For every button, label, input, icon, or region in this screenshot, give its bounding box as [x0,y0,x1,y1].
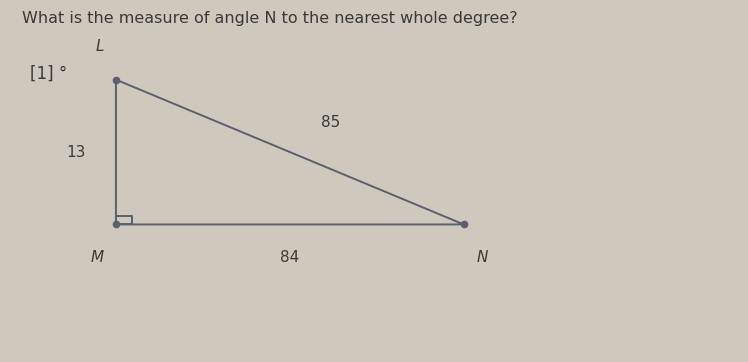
Text: 13: 13 [67,144,86,160]
Text: M: M [91,250,104,265]
Text: 84: 84 [280,250,299,265]
Text: What is the measure of angle N to the nearest whole degree?: What is the measure of angle N to the ne… [22,11,518,26]
Text: [1] °: [1] ° [30,65,67,83]
Text: L: L [95,39,104,54]
Text: N: N [476,250,488,265]
Text: 85: 85 [322,115,340,130]
